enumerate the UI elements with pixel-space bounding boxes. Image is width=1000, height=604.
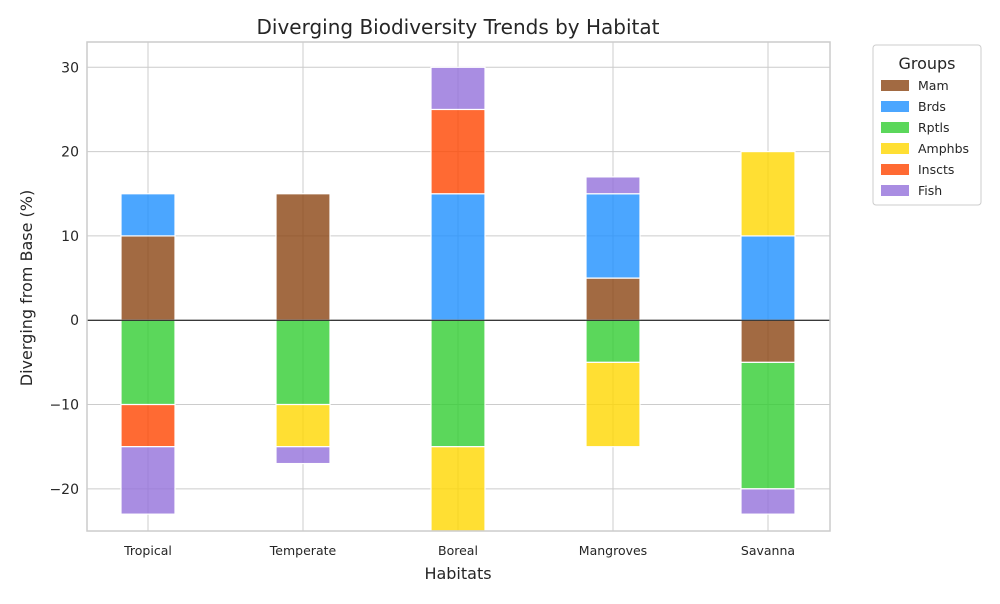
legend-swatch (881, 122, 909, 133)
legend-label: Inscts (918, 162, 954, 177)
bar-segment (585, 176, 641, 195)
bar-segment (275, 446, 331, 465)
bars (120, 66, 796, 532)
x-axis-label: Habitats (424, 564, 491, 583)
bar-segment (120, 235, 176, 321)
x-ticks: Tropical Temperate Boreal Mangroves Savanna (123, 543, 795, 558)
bar-segment (740, 235, 796, 321)
y-ticks: −20 −10 0 10 20 30 (49, 60, 79, 498)
bar-segment (430, 108, 486, 195)
legend-swatch (881, 185, 909, 196)
x-tick-label: Temperate (269, 543, 337, 558)
bar-segment (430, 66, 486, 111)
legend-label: Mam (918, 78, 949, 93)
y-tick-label: 20 (61, 145, 79, 161)
legend-label: Fish (918, 183, 942, 198)
legend-swatch (881, 143, 909, 154)
bar-segment (430, 446, 486, 532)
x-tick-label: Tropical (123, 543, 172, 558)
y-axis-label: Diverging from Base (%) (17, 190, 36, 386)
legend-label: Brds (918, 99, 946, 114)
legend-label: Rptls (918, 120, 950, 135)
legend-label: Amphbs (918, 141, 969, 156)
legend-items: Mam Brds Rptls Amphbs Inscts Fish (881, 78, 969, 198)
y-tick-label: −20 (49, 482, 79, 498)
y-tick-label: 30 (61, 60, 79, 76)
bar-segment (740, 488, 796, 515)
y-tick-label: 10 (61, 229, 79, 245)
bar-segment (585, 277, 641, 321)
bar-segment (740, 361, 796, 490)
legend-swatch (881, 164, 909, 175)
bar-segment (120, 193, 176, 237)
chart-title: Diverging Biodiversity Trends by Habitat (257, 15, 660, 39)
bar-segment (585, 193, 641, 279)
bar-segment (120, 446, 176, 515)
bar-segment (430, 319, 486, 448)
bar-segment (120, 403, 176, 448)
x-tick-label: Savanna (741, 543, 795, 558)
bar-segment (120, 319, 176, 406)
bar-segment (275, 319, 331, 406)
bar-segment (275, 403, 331, 448)
x-tick-label: Boreal (438, 543, 478, 558)
bar-segment (585, 361, 641, 448)
legend-swatch (881, 101, 909, 112)
y-tick-label: −10 (49, 398, 79, 414)
x-tick-label: Mangroves (579, 543, 647, 558)
y-tick-label: 0 (70, 313, 79, 329)
bar-segment (275, 193, 331, 321)
bar-segment (430, 193, 486, 321)
bar-segment (740, 319, 796, 363)
plot-frame (86, 41, 831, 532)
legend-swatch (881, 80, 909, 91)
bar-segment (740, 151, 796, 237)
legend-title: Groups (898, 54, 955, 73)
bar-segment (585, 319, 641, 363)
legend: Groups Mam Brds Rptls Amphbs Inscts Fish (872, 44, 982, 206)
